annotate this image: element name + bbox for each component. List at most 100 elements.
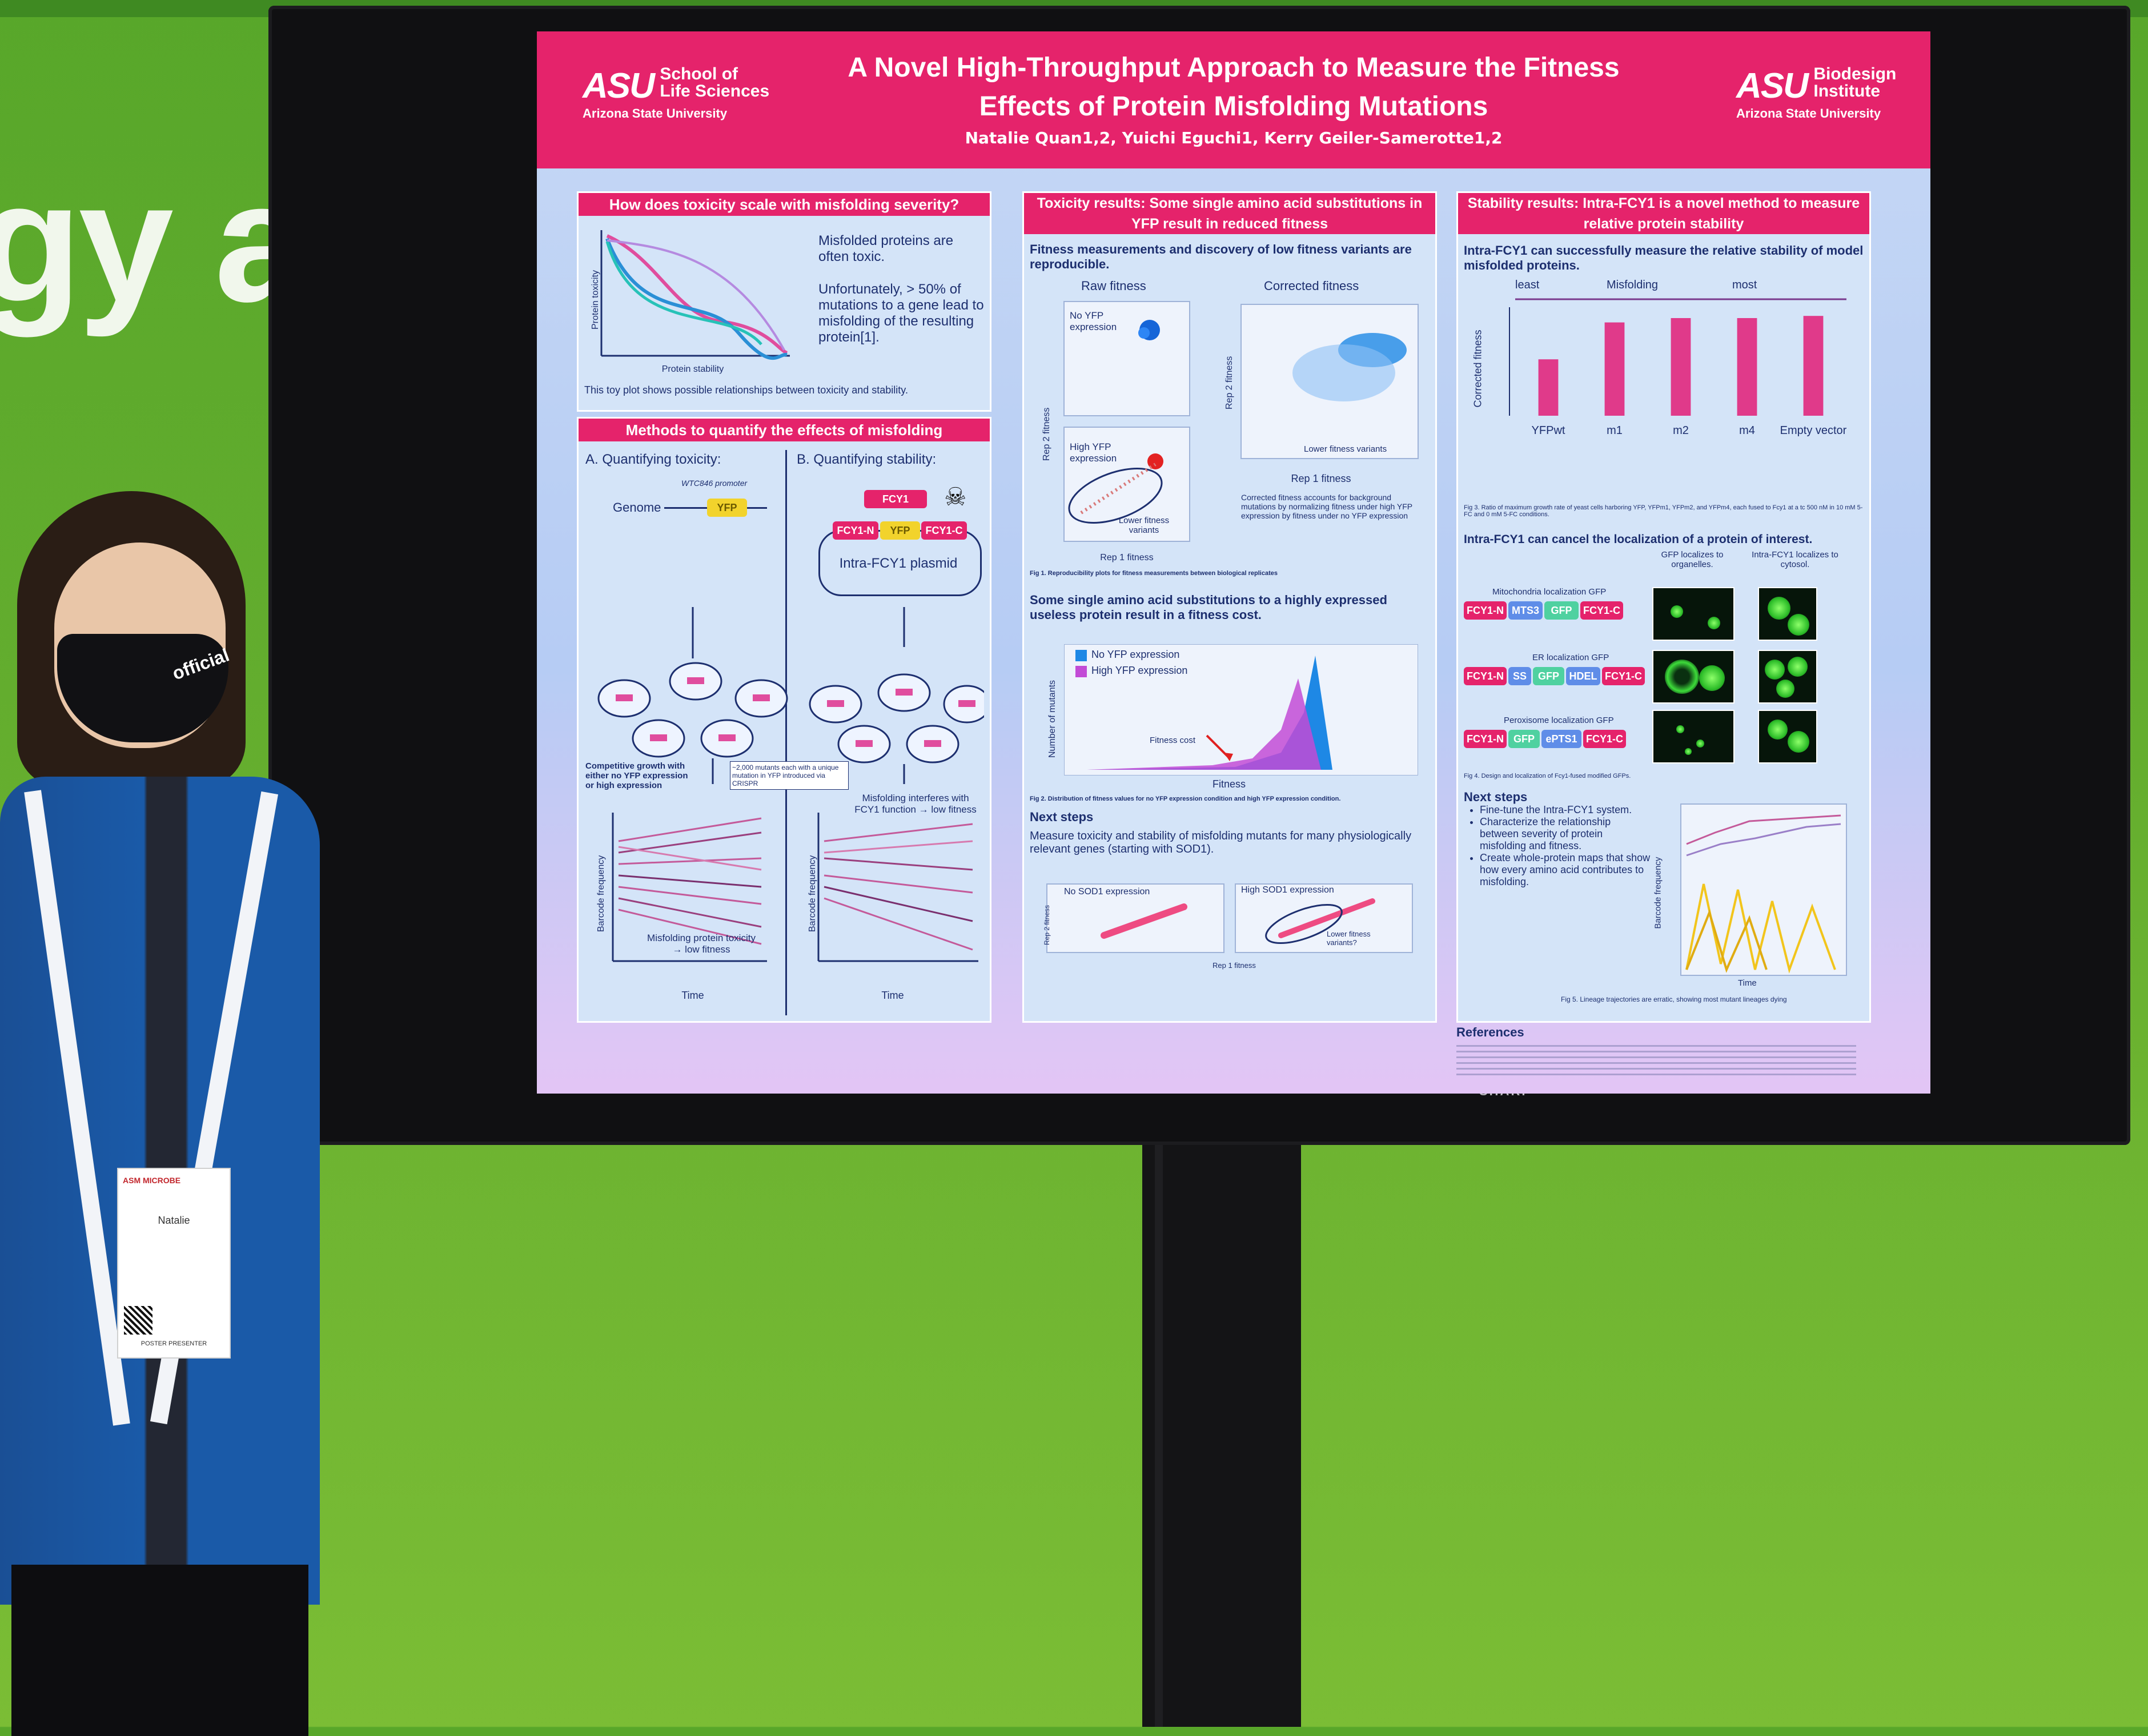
bar-tick-label: YFPwt <box>1532 424 1565 437</box>
bar-chart-ylabel: Corrected fitness <box>1472 329 1484 408</box>
mito-fcy1n: FCY1-N <box>1464 601 1507 620</box>
bar-m4 <box>1737 318 1757 416</box>
misfolding-least: least <box>1515 279 1540 291</box>
misfolding-most: most <box>1732 279 1757 291</box>
bar-tick-label: m4 <box>1739 424 1755 437</box>
bar-yfpwt <box>1538 359 1559 416</box>
fig5-caption: Fig 5. Lineage trajectories are erratic,… <box>1561 995 1787 1003</box>
no-yfp-label: No YFP expression <box>1070 310 1117 332</box>
growth-note: Competitive growth with either no YFP ex… <box>585 761 688 790</box>
toxicity-text-2: Unfortunately, > 50% of mutations to a g… <box>818 282 984 345</box>
sod1-xlabel: Rep 1 fitness <box>1212 961 1256 970</box>
skull-icon: ☠ <box>944 483 967 512</box>
micrograph-perox-cytosol <box>1758 710 1817 763</box>
lineage-b-xlabel: Time <box>881 990 904 1001</box>
poster-title-line2: Effects of Protein Misfolding Mutations <box>979 91 1488 122</box>
misfolding-label: Misfolding <box>1607 279 1659 291</box>
badge-name: Natalie <box>158 1215 190 1226</box>
methods-divider <box>785 450 787 1015</box>
asu-university-left: Arizona State University <box>583 106 728 120</box>
toy-plot-ylabel: Protein toxicity <box>591 270 600 329</box>
raw-ylabel: Rep 2 fitness <box>1042 407 1051 461</box>
yfp-chip-b: YFP <box>880 521 920 540</box>
raw-fitness-title: Raw fitness <box>1081 279 1146 293</box>
lineage-plot-a <box>612 813 767 962</box>
toxicity-next-head: Next steps <box>1030 810 1094 824</box>
genome-label: Genome <box>613 500 661 515</box>
toxicity-subhead: Some single amino acid substitutions to … <box>1030 593 1387 622</box>
lineage-trajectory-xlabel: Time <box>1738 978 1757 988</box>
er-hdel: HDEL <box>1566 667 1600 685</box>
micrograph-perox-organelle <box>1652 710 1735 763</box>
perox-label: Peroxisome localization GFP <box>1504 716 1614 725</box>
asu-unit-left-1: School of <box>660 65 738 83</box>
raw-lower-variants: Lower fitness variants <box>1118 516 1170 535</box>
lineage-a-ylabel: Barcode frequency <box>596 855 606 932</box>
bar-empty-vector <box>1803 316 1824 416</box>
mito-label: Mitochondria localization GFP <box>1492 587 1607 597</box>
references-heading: References <box>1456 1025 1524 1039</box>
monitor-stand-edge <box>1155 1142 1163 1727</box>
methods-sub-b: B. Quantifying stability: <box>797 452 937 467</box>
promoter-label: WTC846 promoter <box>681 479 748 488</box>
corrected-ylabel: Rep 2 fitness <box>1224 356 1234 409</box>
next-step-item: Characterize the relationship between se… <box>1480 816 1651 852</box>
lineage-plot-b <box>817 813 978 962</box>
toxicity-next-text: Measure toxicity and stability of misfol… <box>1030 830 1412 855</box>
next-steps-list: Fine-tune the Intra-FCY1 system. Charact… <box>1464 804 1651 888</box>
mito-fcy1c: FCY1-C <box>1580 601 1623 620</box>
micrograph-er-organelle <box>1652 650 1735 704</box>
panel-toxicity-question: How does toxicity scale with misfolding … <box>577 191 991 412</box>
poster: ASU School of Life Sciences Arizona Stat… <box>537 31 1930 1094</box>
panel-heading: Toxicity results: Some single amino acid… <box>1024 193 1435 234</box>
localization-heading: Intra-FCY1 can cancel the localization o… <box>1464 533 1813 546</box>
poster-header: ASU School of Life Sciences Arizona Stat… <box>537 31 1930 168</box>
lineage-trajectory-plot <box>1680 803 1847 976</box>
asu-unit-right-1: Biodesign <box>1813 65 1897 83</box>
perox-gfp: GFP <box>1508 730 1540 748</box>
asu-mark-left: ASU <box>583 66 655 106</box>
er-label: ER localization GFP <box>1532 653 1609 662</box>
gfp-cytosol: Intra-FCY1 localizes to cytosol. <box>1752 550 1838 569</box>
next-step-item: Create whole-protein maps that show how … <box>1480 852 1651 888</box>
er-fcy1n: FCY1-N <box>1464 667 1507 685</box>
fig4-caption: Fig 4. Design and localization of Fcy1-f… <box>1464 773 1631 779</box>
fig1-caption: Fig 1. Reproducibility plots for fitness… <box>1030 570 1278 577</box>
micrograph-mito-organelle <box>1652 587 1735 641</box>
stability-bar-chart: YFPwt m1 m2 m4 Empty vector <box>1509 298 1847 437</box>
asu-logo-right: ASU Biodesign Institute Arizona State Un… <box>1736 66 1896 121</box>
raw-fitness-scatter <box>1063 301 1190 542</box>
face-mask <box>57 634 228 742</box>
methods-sub-a: A. Quantifying toxicity: <box>585 452 721 467</box>
corrected-lower-variants: Lower fitness variants <box>1304 444 1387 454</box>
fig2-caption: Fig 2. Distribution of fitness values fo… <box>1030 795 1341 802</box>
panel-heading: Stability results: Intra-FCY1 is a novel… <box>1458 193 1869 234</box>
toxicity-lead: Fitness measurements and discovery of lo… <box>1030 242 1412 271</box>
bar-tick-label: m1 <box>1607 424 1623 437</box>
name-badge: ASM MICROBE Natalie POSTER PRESENTER <box>117 1168 231 1359</box>
high-yfp-label: High YFP expression <box>1070 441 1117 464</box>
corrected-fitness-title: Corrected fitness <box>1264 279 1359 293</box>
panel-stability-results: Stability results: Intra-FCY1 is a novel… <box>1456 191 1871 1023</box>
sod1-ylabel: Rep 2 fitness <box>1043 905 1051 945</box>
histogram-xlabel: Fitness <box>1212 778 1246 790</box>
legend-no-yfp: No YFP expression <box>1091 649 1180 660</box>
asu-mark-right: ASU <box>1736 66 1809 106</box>
fitness-cost-label: Fitness cost <box>1150 736 1196 745</box>
bar-tick-label: Empty vector <box>1780 424 1847 437</box>
toy-plot-xlabel: Protein stability <box>661 364 724 374</box>
poster-title-line1: A Novel High-Throughput Approach to Meas… <box>848 53 1620 83</box>
corrected-note: Corrected fitness accounts for backgroun… <box>1241 493 1412 520</box>
stability-lead: Intra-FCY1 can successfully measure the … <box>1464 243 1864 272</box>
badge-role: POSTER PRESENTER <box>140 1340 207 1347</box>
stability-next-head: Next steps <box>1464 790 1528 804</box>
fitness-histogram <box>1064 644 1418 775</box>
bar-tick-label: m2 <box>1673 424 1689 437</box>
mito-mts3: MTS3 <box>1508 601 1543 620</box>
perox-fcy1c: FCY1-C <box>1583 730 1626 748</box>
mito-gfp: GFP <box>1544 601 1579 620</box>
er-ss: SS <box>1508 667 1531 685</box>
perox-epts1: ePTS1 <box>1541 730 1581 748</box>
qr-code-icon <box>124 1306 152 1335</box>
fcy1-chip: FCY1 <box>864 490 927 508</box>
